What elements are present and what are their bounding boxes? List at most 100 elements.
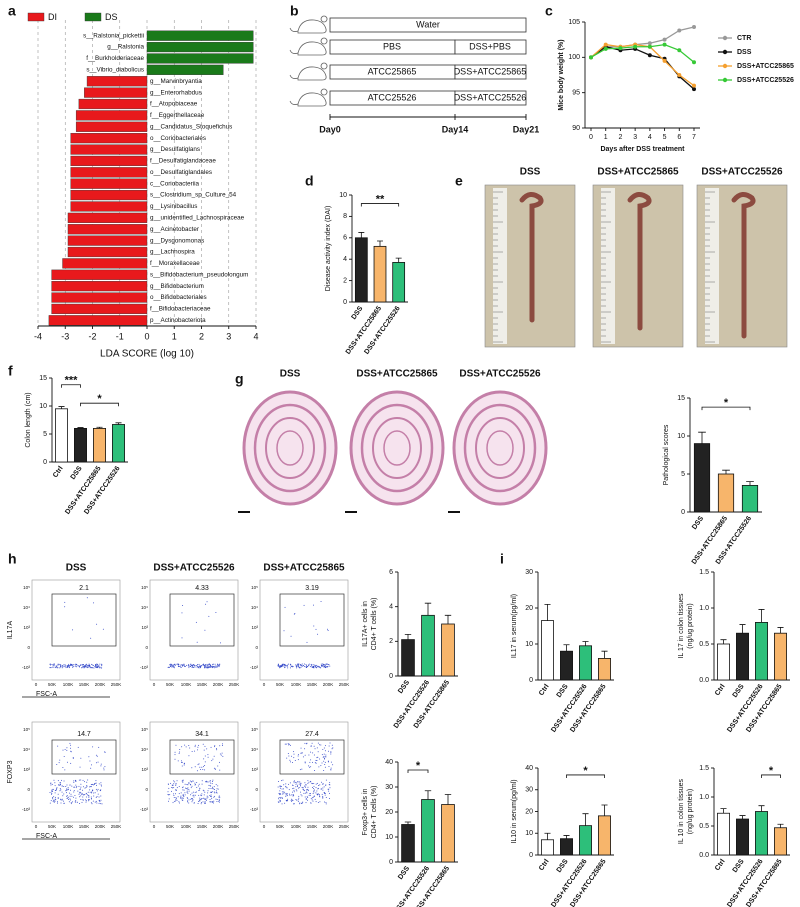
event-dot <box>315 666 317 668</box>
event-dot <box>219 796 221 798</box>
point <box>603 42 608 47</box>
event-dot <box>325 779 327 781</box>
flow-y-tick: 10³ <box>251 767 258 772</box>
flow-y-tick: 10⁵ <box>23 585 30 590</box>
category-label: f__Desulfatiglandaceae <box>150 158 216 165</box>
y-tick-label: 8 <box>343 213 347 220</box>
error-bar <box>720 639 727 644</box>
event-dot <box>100 799 102 801</box>
event-dot <box>73 665 75 667</box>
event-dot <box>181 612 183 614</box>
event-dot <box>327 666 329 668</box>
event-dot <box>218 665 220 667</box>
event-dot <box>304 665 306 667</box>
event-dot <box>277 798 279 800</box>
event-dot <box>74 664 76 666</box>
event-dot <box>315 664 317 666</box>
event-dot <box>173 783 175 785</box>
point <box>677 28 682 33</box>
y-tick-label: 0.5 <box>699 641 709 648</box>
y-tick-label: 10 <box>525 641 533 648</box>
x-tick-label: DSS <box>556 683 570 699</box>
point <box>603 46 608 51</box>
event-dot <box>329 792 331 794</box>
flow-y-tick: 10⁴ <box>251 747 258 752</box>
event-dot <box>88 664 90 666</box>
histology-title: DSS <box>280 369 301 380</box>
significance-label: * <box>583 765 588 777</box>
event-dot <box>320 601 322 603</box>
event-dot <box>325 754 327 756</box>
event-dot <box>51 664 53 666</box>
event-dot <box>201 798 203 800</box>
flow-y-tick: 0 <box>27 645 30 650</box>
event-dot <box>291 665 293 667</box>
event-dot <box>193 794 195 796</box>
bar <box>75 110 148 121</box>
event-dot <box>174 754 176 756</box>
event-dot <box>328 664 330 666</box>
event-dot <box>297 755 299 757</box>
event-dot <box>67 787 69 789</box>
gate-value: 3.19 <box>305 585 319 592</box>
event-dot <box>302 801 304 803</box>
x-tick-label: DSS <box>732 683 746 699</box>
flow-y-tick: 10⁵ <box>141 585 148 590</box>
y-axis-label: CD4+ T cells (%) <box>371 598 378 651</box>
tissue-ring <box>253 403 327 493</box>
event-dot <box>306 641 308 643</box>
event-dot <box>60 784 62 786</box>
event-dot <box>212 788 214 790</box>
event-dot <box>184 783 186 785</box>
event-dot <box>71 663 73 665</box>
day-label: Day14 <box>442 124 469 134</box>
y-tick-label: 95 <box>572 90 580 97</box>
event-dot <box>317 666 319 668</box>
event-dot <box>53 796 55 798</box>
event-dot <box>279 797 281 799</box>
flow-x-tick: 150K <box>79 682 90 687</box>
event-dot <box>213 786 215 788</box>
event-dot <box>310 766 312 768</box>
flow-x-tick: 200K <box>213 824 224 829</box>
event-dot <box>200 798 202 800</box>
event-dot <box>222 745 224 747</box>
event-dot <box>96 666 98 668</box>
event-dot <box>288 744 290 746</box>
event-dot <box>285 783 287 785</box>
event-dot <box>204 791 206 793</box>
error-bar <box>444 614 452 624</box>
gate <box>169 593 235 647</box>
event-dot <box>198 790 200 792</box>
event-dot <box>97 666 99 668</box>
event-dot <box>211 791 213 793</box>
event-dot <box>72 664 74 666</box>
event-dot <box>203 790 205 792</box>
event-dot <box>210 746 212 748</box>
error-bar <box>720 808 727 814</box>
event-dot <box>71 785 73 787</box>
event-dot <box>91 667 93 669</box>
event-dot <box>100 763 102 765</box>
event-dot <box>172 666 174 668</box>
event-dot <box>104 766 106 768</box>
event-dot <box>173 800 175 802</box>
error-bar <box>563 835 570 839</box>
flow-x-tick: 200K <box>95 682 106 687</box>
event-dot <box>284 666 286 668</box>
event-dot <box>317 802 319 804</box>
event-dot <box>295 789 297 791</box>
flow-x-tick: 100K <box>63 824 74 829</box>
tissue-ring <box>463 403 537 493</box>
event-dot <box>286 757 288 759</box>
event-dot <box>322 795 324 797</box>
event-dot <box>202 769 204 771</box>
bar <box>774 827 787 856</box>
category-label: o__Desulfatiglandales <box>150 169 212 176</box>
x-tick-label: 7 <box>692 134 696 141</box>
event-dot <box>329 784 331 786</box>
event-dot <box>323 753 325 755</box>
y-tick-label: 0 <box>43 459 47 466</box>
event-dot <box>186 783 188 785</box>
event-dot <box>298 665 300 667</box>
